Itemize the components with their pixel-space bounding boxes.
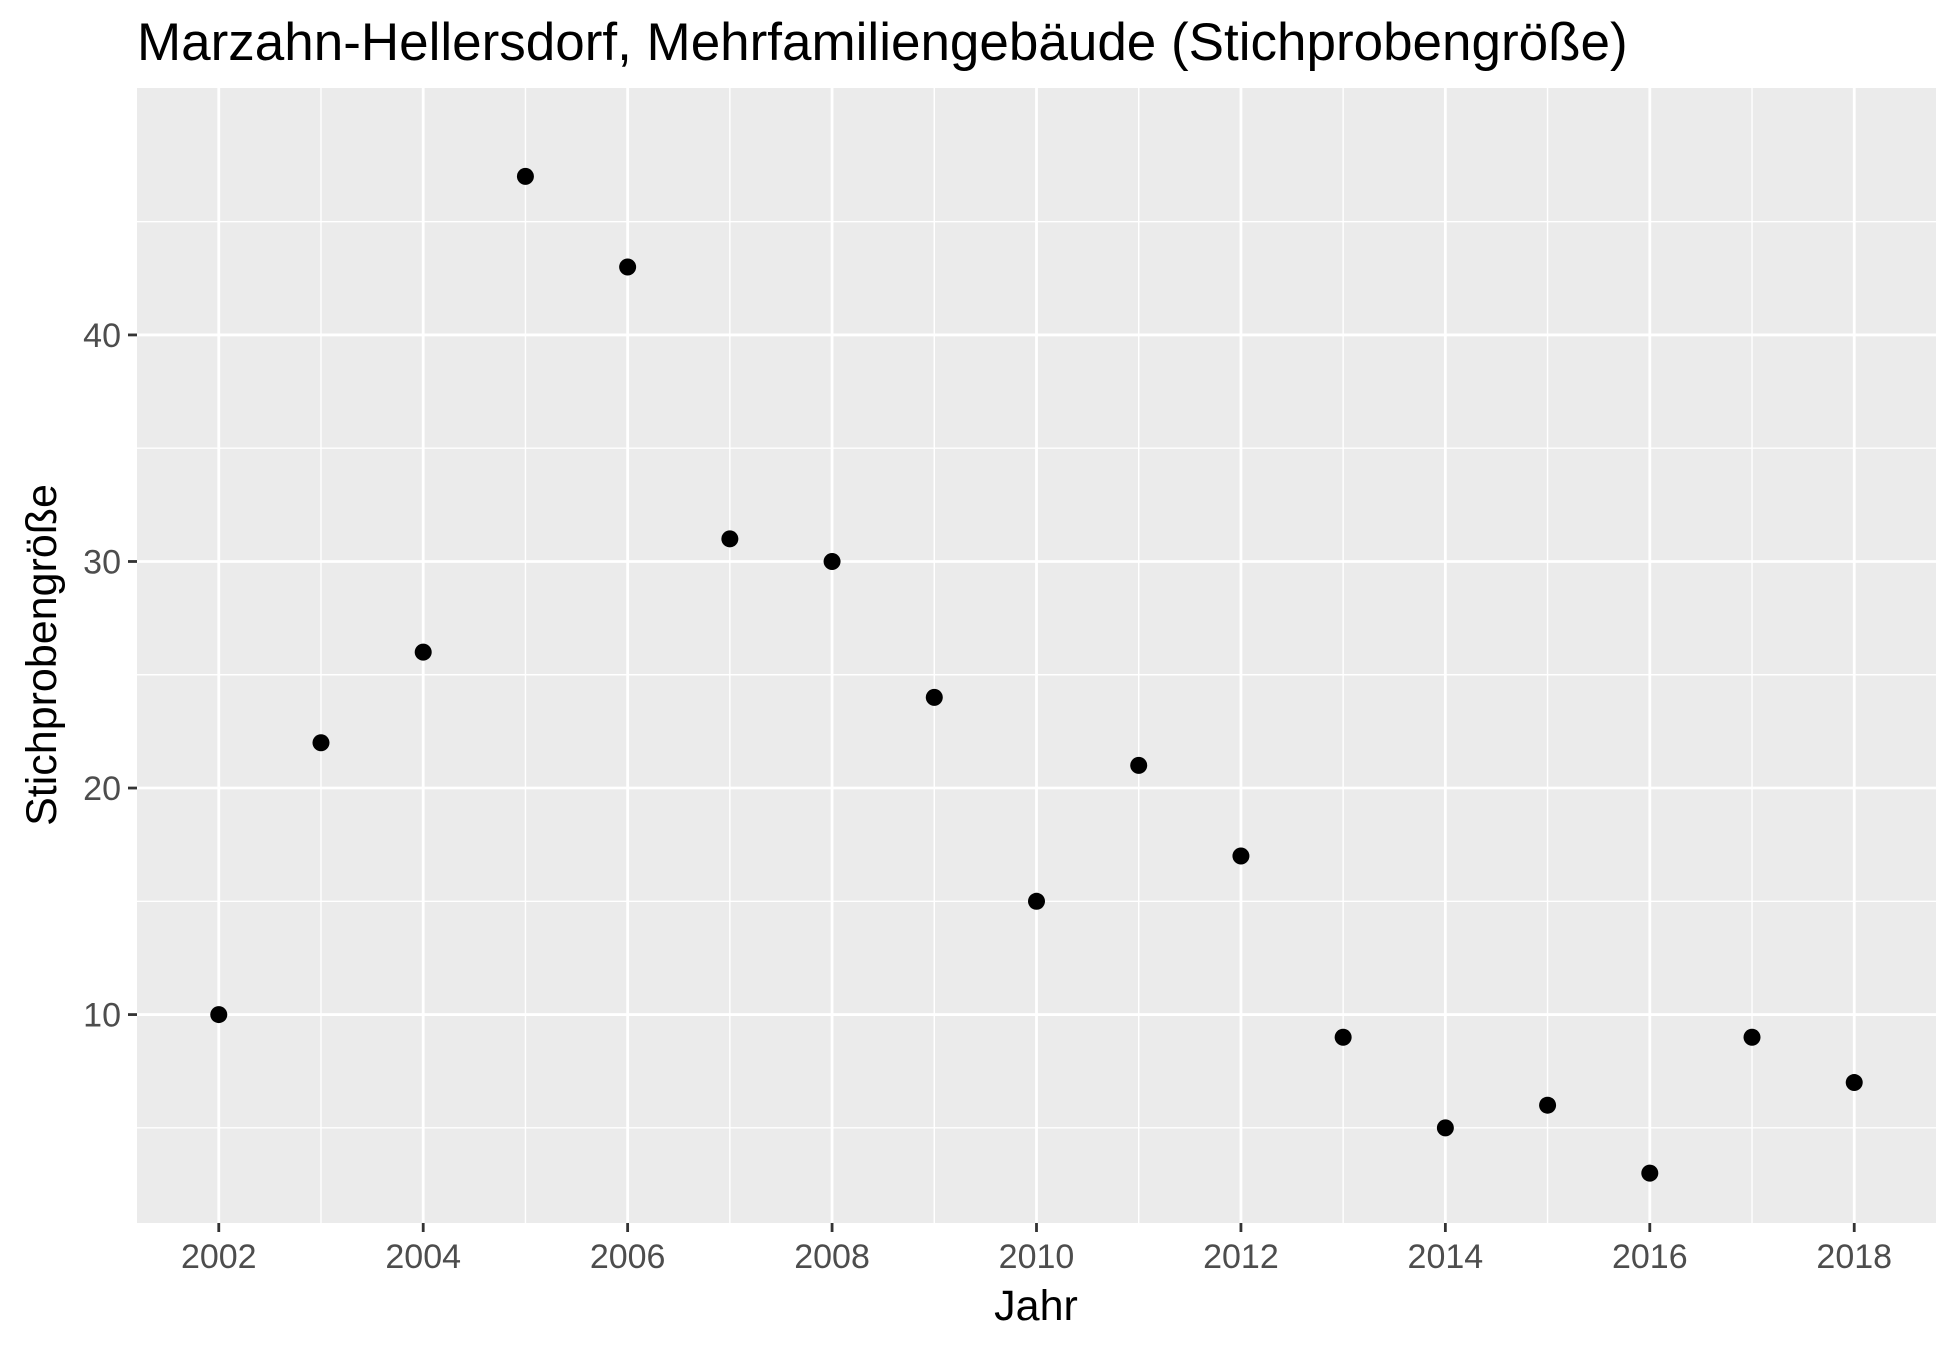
x-tick-label: 2010 xyxy=(999,1238,1075,1276)
x-tick-label: 2002 xyxy=(181,1238,257,1276)
data-point xyxy=(1641,1164,1659,1182)
data-point xyxy=(1845,1074,1863,1092)
data-point xyxy=(1743,1028,1761,1046)
data-points xyxy=(210,167,1863,1182)
x-axis: 2002 2004 2006 2008 2010 2012 2014 2016 2018 xyxy=(181,1223,1892,1276)
data-point xyxy=(312,734,330,752)
data-point xyxy=(1539,1096,1557,1114)
data-point xyxy=(1130,756,1148,774)
x-tick-label: 2012 xyxy=(1203,1238,1279,1276)
x-tick-label: 2016 xyxy=(1612,1238,1688,1276)
y-tick-label: 30 xyxy=(83,543,121,581)
data-point xyxy=(1028,892,1045,910)
x-tick-label: 2004 xyxy=(385,1238,461,1276)
data-point xyxy=(619,258,637,276)
data-point xyxy=(1334,1028,1352,1046)
x-tick-label: 2006 xyxy=(590,1238,666,1276)
y-tick-label: 20 xyxy=(83,770,121,808)
data-point xyxy=(925,688,943,706)
data-point xyxy=(210,1006,228,1024)
y-tick-label: 10 xyxy=(83,997,121,1035)
data-point xyxy=(414,643,432,661)
data-point xyxy=(516,167,534,185)
x-axis-title: Jahr xyxy=(994,1282,1078,1330)
chart-title: Marzahn-Hellersdorf, Mehrfamiliengebäude… xyxy=(137,13,1628,72)
data-point xyxy=(1232,847,1250,865)
data-point xyxy=(823,552,841,570)
data-point xyxy=(721,530,739,548)
y-tick-label: 40 xyxy=(83,317,121,355)
x-tick-label: 2014 xyxy=(1408,1238,1484,1276)
x-tick-label: 2018 xyxy=(1816,1238,1892,1276)
y-axis-title: Stichprobengröße xyxy=(18,484,66,826)
x-tick-label: 2008 xyxy=(794,1238,870,1276)
y-axis: 10 20 30 40 xyxy=(83,317,137,1035)
data-point xyxy=(1436,1119,1454,1137)
